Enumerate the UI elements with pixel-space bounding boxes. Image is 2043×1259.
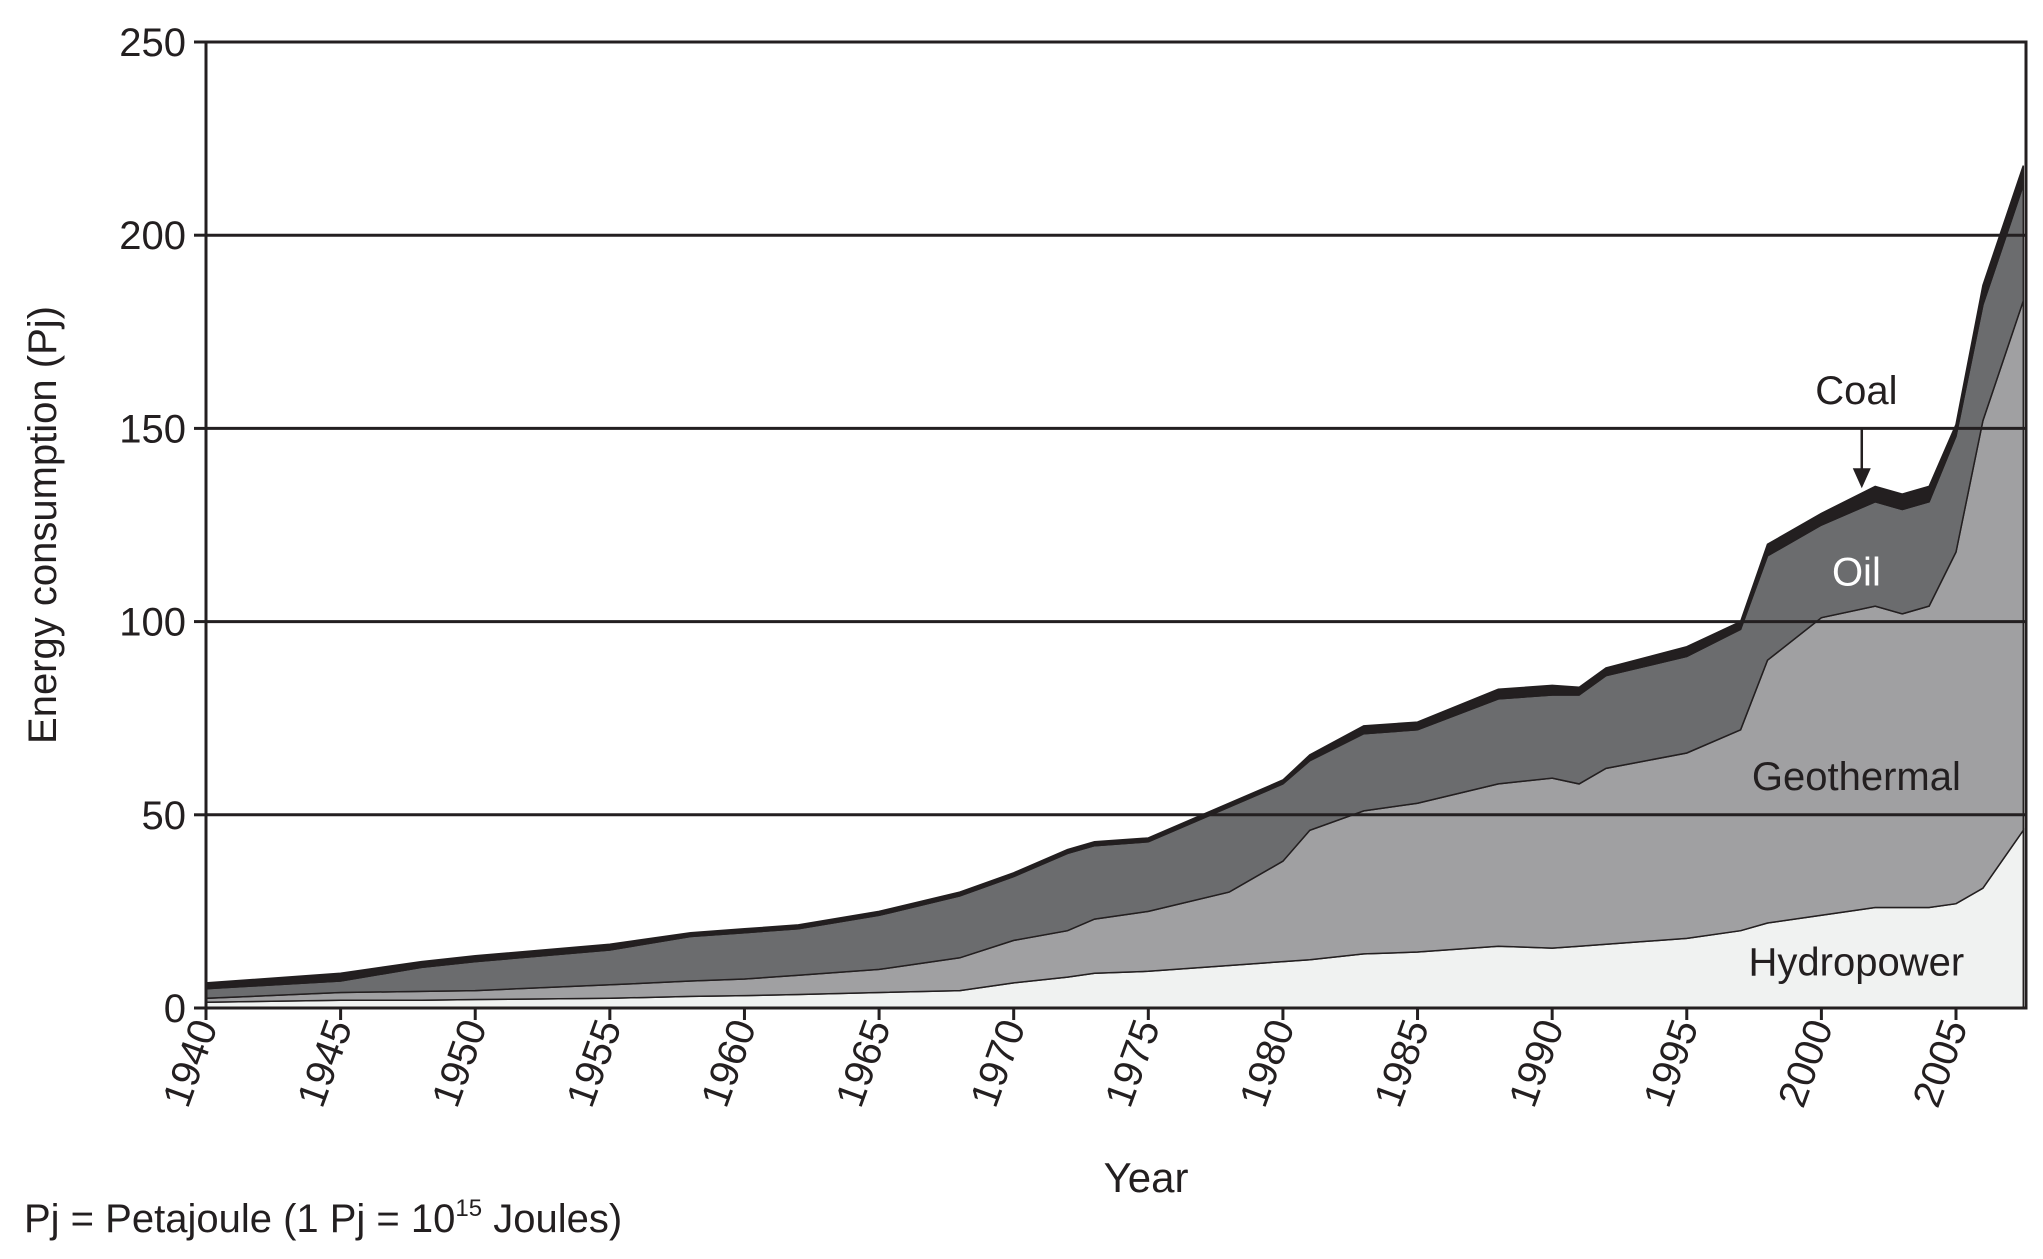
y-axis-label: Energy consumption (Pj) <box>21 306 65 744</box>
x-tick-label: 1995 <box>1635 1014 1707 1113</box>
annotation-arrowhead <box>1852 468 1871 489</box>
series-label: Coal <box>1815 369 1897 413</box>
x-tick-label: 1970 <box>962 1014 1034 1113</box>
x-tick-label: 1960 <box>693 1014 765 1113</box>
y-tick-label: 150 <box>119 407 186 451</box>
x-axis-label: Year <box>1104 1154 1189 1201</box>
y-tick-label: 100 <box>119 601 186 645</box>
x-tick-label: 1990 <box>1501 1014 1573 1113</box>
note: Pj = Petajoule (1 Pj = 1015 Joules) <box>24 1195 622 1241</box>
y-tick-label: 250 <box>119 21 186 65</box>
y-tick-label: 200 <box>119 214 186 258</box>
x-tick-label: 1985 <box>1366 1014 1438 1113</box>
note-text: Joules) <box>482 1197 622 1241</box>
x-tick-label: 1950 <box>424 1014 496 1113</box>
x-tick-label: 1980 <box>1232 1014 1304 1113</box>
x-tick-label: 1945 <box>289 1014 361 1113</box>
x-tick-label: 1965 <box>828 1014 900 1113</box>
y-tick-label: 50 <box>142 794 187 838</box>
note-superscript: 15 <box>455 1195 482 1222</box>
series-label: Geothermal <box>1752 755 1961 799</box>
series-label: Hydropower <box>1749 941 1965 985</box>
x-tick-label: 2000 <box>1770 1014 1842 1113</box>
series-label: Oil <box>1832 550 1881 594</box>
x-tick-label: 1975 <box>1097 1014 1169 1113</box>
area <box>205 165 2025 990</box>
plot-frame <box>204 40 2028 1010</box>
note-text: Pj = Petajoule (1 Pj = 10 <box>24 1197 455 1241</box>
y-tick-label: 0 <box>164 987 186 1031</box>
x-tick-label: 1955 <box>559 1014 631 1113</box>
x-tick-label: 2005 <box>1905 1014 1977 1113</box>
